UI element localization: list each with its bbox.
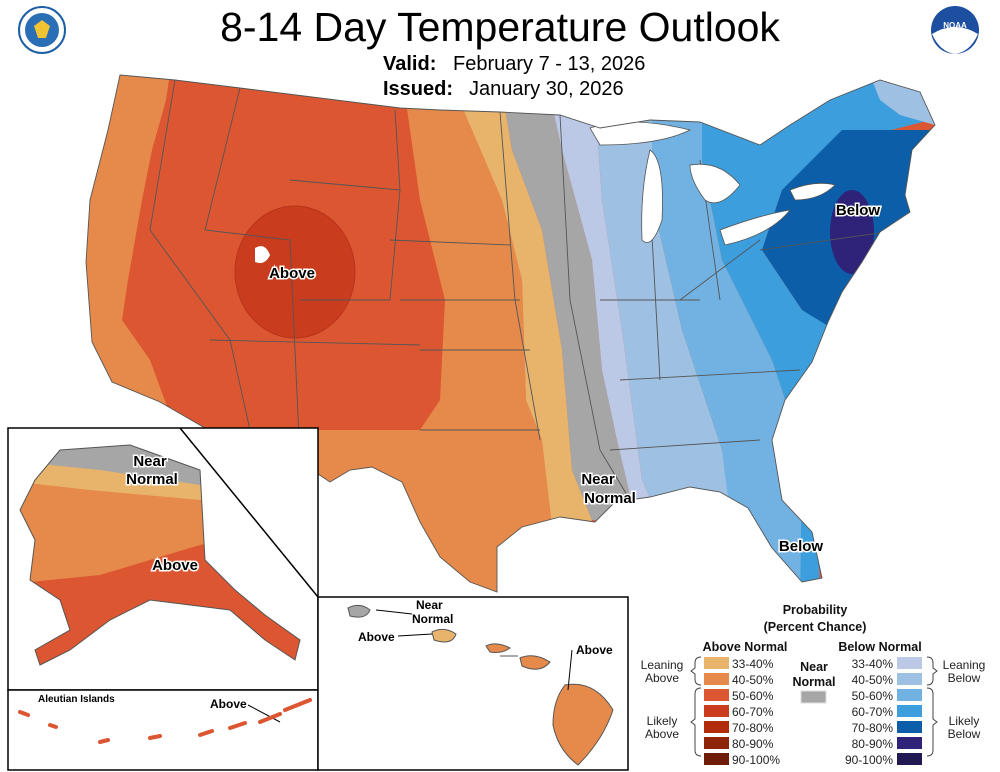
legend-near-1: Near	[800, 660, 828, 674]
region-above-60-70	[234, 205, 356, 339]
great-lakes	[589, 121, 836, 246]
noaa-logo: NOAA	[931, 6, 979, 54]
label-conus-below-florida: Below	[779, 538, 824, 555]
legend-leaning-above-2: Above	[645, 671, 679, 685]
legend-likely-below-2: Below	[948, 727, 981, 741]
legend-above-range: 90-100%	[732, 753, 780, 767]
label-ak-above: Above	[152, 557, 198, 574]
legend-swatch-above-2	[704, 689, 729, 701]
noaa-logo-text: NOAA	[943, 21, 967, 30]
legend-above-range: 50-60%	[732, 689, 774, 703]
legend-title-1: Probability	[783, 603, 848, 617]
legend-above-range: 70-80%	[732, 721, 774, 735]
legend-leaning-below-1: Leaning	[943, 658, 986, 672]
label-hi-near-2: Normal	[412, 612, 453, 626]
legend-below-header: Below Normal	[838, 640, 921, 654]
aleutian-title: Aleutian Islands	[38, 694, 115, 705]
label-aleutian-above: Above	[210, 697, 247, 711]
label-hi-above-east: Above	[576, 643, 613, 657]
legend-below-range: 80-90%	[852, 737, 894, 751]
alaska-inset: Near Normal Above	[7, 427, 319, 691]
label-conus-above: Above	[269, 265, 315, 282]
label-conus-below-northeast: Below	[836, 202, 881, 219]
legend-leaning-above-1: Leaning	[641, 658, 684, 672]
legend-near-2: Normal	[792, 675, 835, 689]
label-hi-near-1: Near	[416, 598, 443, 612]
legend-below-range: 33-40%	[852, 657, 894, 671]
great-salt-lake	[255, 246, 270, 264]
doc-seal-logo	[18, 6, 66, 54]
page-title: 8-14 Day Temperature Outlook	[220, 4, 780, 50]
region-above-40-50-plains	[240, 75, 562, 592]
region-near-normal	[497, 75, 637, 525]
hawaii-inset: Near Normal Above Above	[317, 596, 629, 771]
legend-likely-above-1: Likely	[647, 714, 678, 728]
legend-leaning-below-2: Below	[948, 671, 981, 685]
legend-swatch-below-0	[897, 657, 922, 669]
legend-above-range: 80-90%	[732, 737, 774, 751]
legend-below-range: 60-70%	[852, 705, 894, 719]
legend-swatch-below-4	[897, 721, 922, 733]
legend-swatch-above-4	[704, 721, 729, 733]
legend-swatch-above-0	[704, 657, 729, 669]
header: 8-14 Day Temperature Outlook Valid: Febr…	[18, 4, 979, 100]
label-ak-near-2: Normal	[126, 471, 178, 488]
legend-swatch-below-1	[897, 673, 922, 685]
legend-below-range: 50-60%	[852, 689, 894, 703]
region-below-33-40	[542, 75, 662, 525]
label-conus-near-2: Normal	[584, 490, 636, 507]
region-below-80-90	[830, 190, 874, 274]
legend-below-range: 40-50%	[852, 673, 894, 687]
legend-above-range: 60-70%	[732, 705, 774, 719]
valid-dates: February 7 - 13, 2026	[453, 53, 645, 75]
legend-above-header: Above Normal	[703, 640, 788, 654]
legend-swatch-below-5	[897, 737, 922, 749]
legend-likely-below-1: Likely	[949, 714, 980, 728]
issued-date: January 30, 2026	[469, 78, 624, 100]
legend: Probability (Percent Chance) Above Norma…	[641, 603, 986, 767]
legend-above-range: 33-40%	[732, 657, 774, 671]
legend-swatch-above-6	[704, 753, 729, 765]
region-below-40-50	[592, 75, 742, 525]
legend-swatch-below-6	[897, 753, 922, 765]
legend-below-range: 90-100%	[845, 753, 893, 767]
legend-swatch-above-5	[704, 737, 729, 749]
label-hi-above-west: Above	[358, 630, 395, 644]
legend-title-2: (Percent Chance)	[764, 620, 867, 634]
label-conus-near-1: Near	[581, 471, 615, 488]
legend-swatch-below-2	[897, 689, 922, 701]
aleutian-inset: Aleutian Islands Above	[7, 689, 319, 771]
legend-swatch-above-1	[704, 673, 729, 685]
legend-below-range: 70-80%	[852, 721, 894, 735]
legend-swatch-below-3	[897, 705, 922, 717]
label-ak-near-1: Near	[133, 453, 167, 470]
legend-above-range: 40-50%	[732, 673, 774, 687]
region-above-33-40	[442, 75, 592, 592]
state-borders	[149, 79, 901, 501]
issued-label: Issued:	[383, 78, 453, 100]
legend-swatch-above-3	[704, 705, 729, 717]
legend-likely-above-2: Above	[645, 727, 679, 741]
legend-swatch-near-normal	[800, 690, 827, 704]
valid-label: Valid:	[383, 53, 436, 75]
